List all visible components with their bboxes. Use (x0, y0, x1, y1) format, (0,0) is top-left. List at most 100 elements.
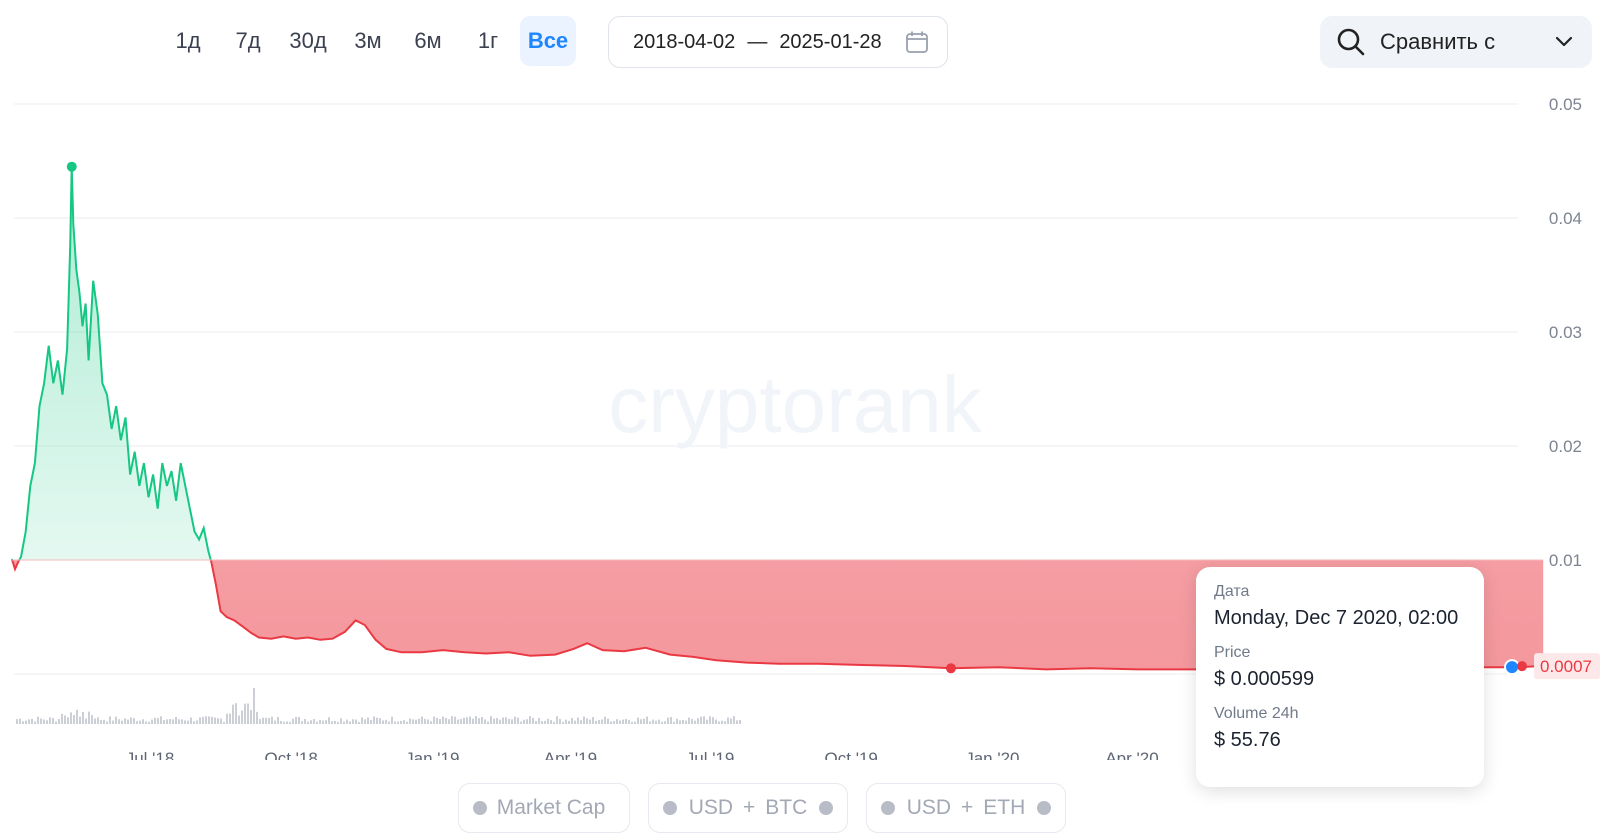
volume-bar (142, 719, 144, 724)
price-chart[interactable]: cryptorank 0.0007 0.05 0.04 0.03 0.02 0.01 J… (0, 80, 1600, 760)
chart-toolbar: 1д 7д 30д 3м 6м 1г Все 2018-04-02 — 2025-01-28… (0, 14, 1600, 70)
volume-bar (43, 719, 45, 724)
volume-bar (694, 720, 696, 724)
volume-bar (463, 717, 465, 724)
volume-bar (739, 719, 741, 724)
area-fill-below (11, 560, 1544, 670)
volume-bar (733, 716, 735, 724)
volume-bar (211, 716, 213, 724)
legend-usd-btc-plus: + (743, 796, 756, 819)
volume-bar (226, 713, 228, 724)
volume-bar (40, 718, 42, 724)
volume-bar (358, 721, 360, 724)
volume-bar (415, 719, 417, 724)
volume-bar (190, 717, 192, 724)
volume-bar (400, 720, 402, 724)
volume-bar (673, 721, 675, 724)
volume-bar (373, 716, 375, 724)
tooltip-volume-label: Volume 24h (1214, 705, 1299, 722)
volume-bar (157, 718, 159, 724)
legend-usd-btc[interactable]: USD + BTC (648, 783, 848, 833)
volume-bar (559, 718, 561, 724)
volume-bar (481, 717, 483, 724)
volume-bar (31, 718, 33, 724)
calendar-icon[interactable] (905, 30, 929, 54)
volume-bar (391, 716, 393, 724)
volume-bar (595, 720, 597, 724)
legend-dot (662, 801, 677, 815)
range-tab-2[interactable]: 30д (289, 28, 327, 53)
volume-bar (331, 721, 333, 724)
volume-bar (148, 721, 150, 724)
volume-bar (265, 717, 267, 724)
volume-bar (184, 720, 186, 724)
volume-bar (709, 716, 711, 724)
volume-bar (484, 719, 486, 724)
date-range-end: 2025-01-28 (779, 30, 882, 53)
y-tick-label: 0.01 (1549, 551, 1582, 570)
range-tabs: 1д 7д 30д 3м 6м 1г Все (160, 16, 576, 66)
volume-bar (205, 716, 207, 724)
date-range-picker[interactable]: 2018-04-02 — 2025-01-28 (608, 16, 948, 68)
range-tab-6[interactable]: Все (520, 16, 576, 66)
volume-bar (496, 718, 498, 724)
volume-bar (319, 719, 321, 724)
compare-dropdown[interactable]: Сравнить с (1320, 16, 1592, 68)
volume-bar (511, 719, 513, 724)
volume-bar (667, 717, 669, 724)
volume-bar (385, 719, 387, 724)
volume-bar (736, 720, 738, 724)
range-tab-0[interactable]: 1д (175, 28, 201, 53)
volume-bar (544, 720, 546, 724)
volume-bar (151, 719, 153, 724)
volume-bar (61, 713, 63, 724)
range-tab-1[interactable]: 7д (235, 28, 261, 53)
volume-bar (64, 715, 66, 724)
range-tab-3[interactable]: 3м (354, 28, 382, 53)
volume-bar (730, 718, 732, 724)
volume-bar (526, 719, 528, 724)
volume-bar (517, 717, 519, 724)
volume-bar (655, 720, 657, 724)
volume-bar (388, 721, 390, 724)
volume-bar (145, 721, 147, 724)
range-tab-5[interactable]: 1г (477, 28, 499, 53)
volume-bar (334, 721, 336, 724)
volume-bar (550, 720, 552, 724)
volume-bar (706, 719, 708, 724)
chart-legend: Market Cap USD + BTC USD + ETH (0, 783, 1600, 835)
volume-bar (22, 721, 24, 724)
volume-bar (178, 719, 180, 724)
tooltip-volume-value: $ 55.76 (1214, 729, 1281, 751)
volume-bar (457, 719, 459, 724)
volume-bar (343, 721, 345, 724)
volume-bar (688, 717, 690, 724)
legend-usd-eth[interactable]: USD + ETH (866, 783, 1066, 833)
volume-bar (409, 718, 411, 724)
legend-usd-eth-b: ETH (983, 796, 1026, 819)
volume-bar (619, 720, 621, 724)
volume-bar (442, 716, 444, 724)
volume-bar (547, 718, 549, 724)
volume-bar (478, 718, 480, 724)
volume-bar (85, 718, 87, 724)
range-tab-4[interactable]: 6м (414, 28, 442, 53)
volume-bar (436, 718, 438, 724)
volume-bar (523, 719, 525, 724)
volume-bar (649, 721, 651, 724)
chevron-down-icon (1555, 36, 1573, 47)
volume-bar (301, 721, 303, 724)
legend-market-cap[interactable]: Market Cap (458, 783, 630, 833)
price-tooltip: Дата Monday, Dec 7 2020, 02:00 Price $ 0… (1196, 567, 1484, 787)
volume-bar (403, 720, 405, 724)
volume-bar (652, 719, 654, 724)
x-tick-label: Apr '20 (1105, 749, 1158, 760)
volume-bar (103, 719, 105, 724)
volume-bar (115, 716, 117, 724)
volume-bar (34, 721, 36, 724)
volume-bar (622, 719, 624, 724)
volume-bar (724, 721, 726, 724)
volume-bar (640, 719, 642, 724)
x-tick-label: Oct '18 (264, 749, 317, 760)
volume-bar (580, 720, 582, 724)
